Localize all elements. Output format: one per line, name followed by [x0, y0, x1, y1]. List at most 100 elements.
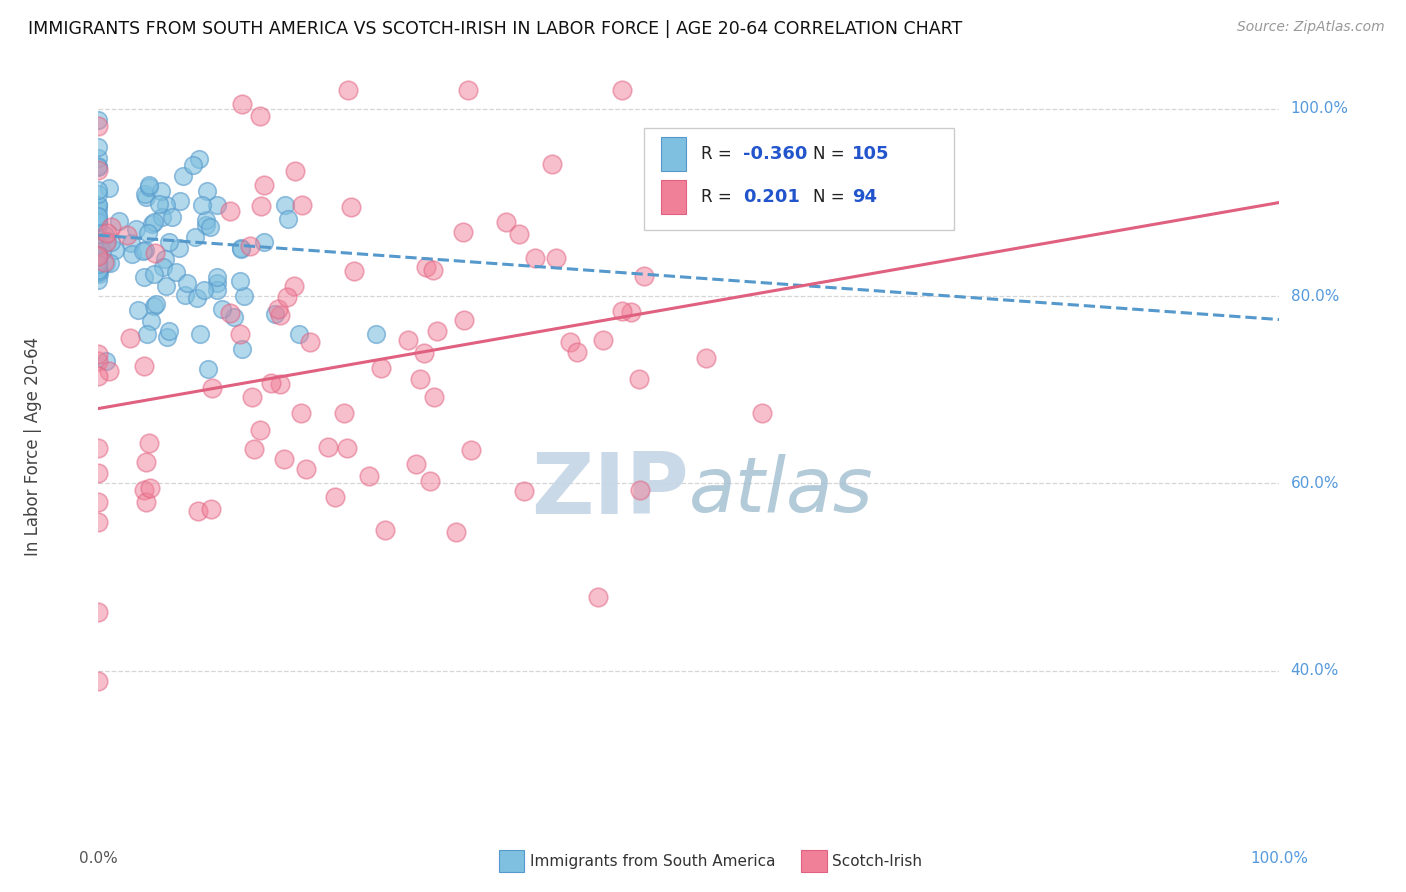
- Point: [96, 235, 118, 249]
- Point: [87, 238, 110, 252]
- Text: Immigrants from South America: Immigrants from South America: [530, 855, 776, 869]
- Point: [108, 213, 131, 227]
- Point: [558, 335, 581, 350]
- Point: [195, 218, 218, 232]
- Point: [87, 160, 110, 174]
- Point: [87, 210, 110, 224]
- Point: [141, 218, 163, 232]
- Text: 0.201: 0.201: [742, 188, 800, 206]
- Point: [337, 83, 360, 97]
- Point: [200, 219, 222, 234]
- Point: [143, 299, 166, 313]
- Point: [460, 442, 482, 457]
- Point: [333, 406, 356, 420]
- Point: [408, 372, 430, 386]
- Point: [188, 153, 211, 167]
- Point: [207, 270, 229, 285]
- Point: [87, 235, 110, 250]
- Point: [457, 83, 479, 97]
- Point: [139, 481, 162, 495]
- Point: [413, 346, 436, 360]
- Point: [87, 248, 110, 262]
- Point: [87, 466, 110, 480]
- Point: [87, 265, 110, 279]
- Text: atlas: atlas: [689, 454, 873, 528]
- Point: [148, 197, 170, 211]
- Point: [269, 376, 291, 391]
- Point: [169, 241, 191, 255]
- Point: [544, 252, 567, 266]
- Point: [229, 326, 252, 341]
- Point: [197, 362, 219, 376]
- Point: [87, 197, 110, 211]
- Point: [94, 354, 117, 368]
- Point: [87, 254, 110, 268]
- Text: ZIP: ZIP: [531, 450, 689, 533]
- Point: [523, 251, 546, 265]
- Point: [205, 197, 228, 211]
- Text: 105: 105: [852, 145, 890, 163]
- Point: [87, 140, 110, 154]
- Point: [370, 361, 392, 376]
- Point: [96, 226, 118, 240]
- Point: [423, 391, 446, 405]
- Point: [157, 325, 180, 339]
- Point: [277, 212, 299, 227]
- Point: [87, 515, 110, 529]
- Point: [592, 333, 614, 347]
- Point: [264, 307, 287, 321]
- Point: [336, 441, 359, 455]
- Point: [94, 235, 117, 249]
- Point: [422, 263, 444, 277]
- Point: [194, 213, 217, 227]
- Text: 100.0%: 100.0%: [1291, 102, 1348, 116]
- Point: [156, 330, 179, 344]
- Point: [87, 238, 110, 252]
- Point: [87, 249, 110, 263]
- Point: [100, 235, 122, 249]
- Point: [87, 160, 110, 174]
- Text: 100.0%: 100.0%: [1250, 851, 1309, 866]
- Point: [290, 406, 312, 420]
- Point: [134, 243, 156, 257]
- Point: [145, 296, 167, 310]
- Point: [87, 263, 110, 277]
- Point: [186, 291, 208, 305]
- Point: [340, 200, 363, 214]
- Point: [87, 257, 110, 271]
- Point: [218, 305, 240, 319]
- Point: [150, 210, 173, 224]
- Point: [205, 276, 228, 290]
- Text: R =: R =: [700, 188, 742, 206]
- Point: [187, 504, 209, 518]
- Point: [93, 254, 115, 268]
- Point: [87, 151, 110, 165]
- Point: [231, 242, 253, 256]
- Point: [87, 198, 110, 212]
- Point: [188, 327, 211, 342]
- Point: [87, 113, 110, 128]
- Point: [132, 269, 155, 284]
- Point: [87, 346, 110, 360]
- Point: [627, 372, 650, 386]
- Text: 94: 94: [852, 188, 877, 206]
- Point: [541, 157, 564, 171]
- Point: [134, 187, 156, 202]
- Point: [120, 235, 142, 250]
- Point: [508, 227, 530, 241]
- Point: [87, 273, 110, 287]
- Point: [211, 301, 233, 316]
- Point: [695, 351, 717, 365]
- Point: [620, 304, 643, 318]
- Point: [87, 214, 110, 228]
- Point: [513, 484, 536, 499]
- Text: Source: ZipAtlas.com: Source: ZipAtlas.com: [1237, 20, 1385, 34]
- Point: [267, 301, 290, 316]
- Point: [87, 249, 110, 263]
- Point: [343, 264, 366, 278]
- Point: [162, 210, 184, 224]
- Point: [316, 441, 339, 455]
- Point: [205, 283, 228, 297]
- Point: [87, 215, 110, 229]
- Point: [87, 262, 110, 277]
